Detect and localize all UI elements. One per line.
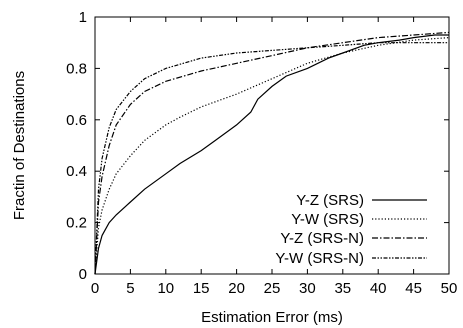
x-tick-label: 30 [299, 280, 316, 297]
x-tick-label: 10 [157, 280, 174, 297]
x-tick-label: 20 [228, 280, 245, 297]
y-tick-label: 1 [79, 9, 87, 26]
series-line-3 [94, 31, 450, 275]
series-line-1 [94, 34, 449, 275]
y-tick-label: 0.8 [66, 60, 87, 77]
axis-ticks: 0 5 10 15 20 25 30 35 40 45 50 0 0.2 0.4 0.6 0.8 1 [66, 9, 457, 297]
legend-label: Y-Z (SRS) [296, 192, 364, 209]
plot-frame [94, 16, 450, 275]
x-tick-label: 15 [193, 280, 210, 297]
y-tick-label: 0 [79, 266, 87, 283]
x-tick-label: 0 [91, 280, 99, 297]
legend-label: Y-W (SRS) [291, 211, 364, 228]
legend-label: Y-Z (SRS-N) [280, 230, 364, 247]
x-tick-label: 45 [405, 280, 422, 297]
legend: Y-Z (SRS) Y-W (SRS) Y-Z (SRS-N) Y-W (SRS-N) [275, 192, 427, 267]
series-lines [94, 31, 450, 275]
x-tick-label: 50 [441, 280, 458, 297]
x-tick-label: 40 [370, 280, 387, 297]
series-line-4 [94, 42, 449, 275]
x-tick-label: 35 [334, 280, 351, 297]
y-axis-title: Fractin of Destinations [11, 71, 28, 220]
x-axis-title: Estimation Error (ms) [201, 309, 343, 326]
series-line-2 [94, 37, 450, 275]
y-tick-label: 0.2 [66, 215, 87, 232]
y-tick-label: 0.4 [66, 163, 87, 180]
x-tick-label: 25 [264, 280, 281, 297]
legend-label: Y-W (SRS-N) [275, 250, 364, 267]
x-tick-label: 5 [126, 280, 134, 297]
y-tick-label: 0.6 [66, 112, 87, 129]
